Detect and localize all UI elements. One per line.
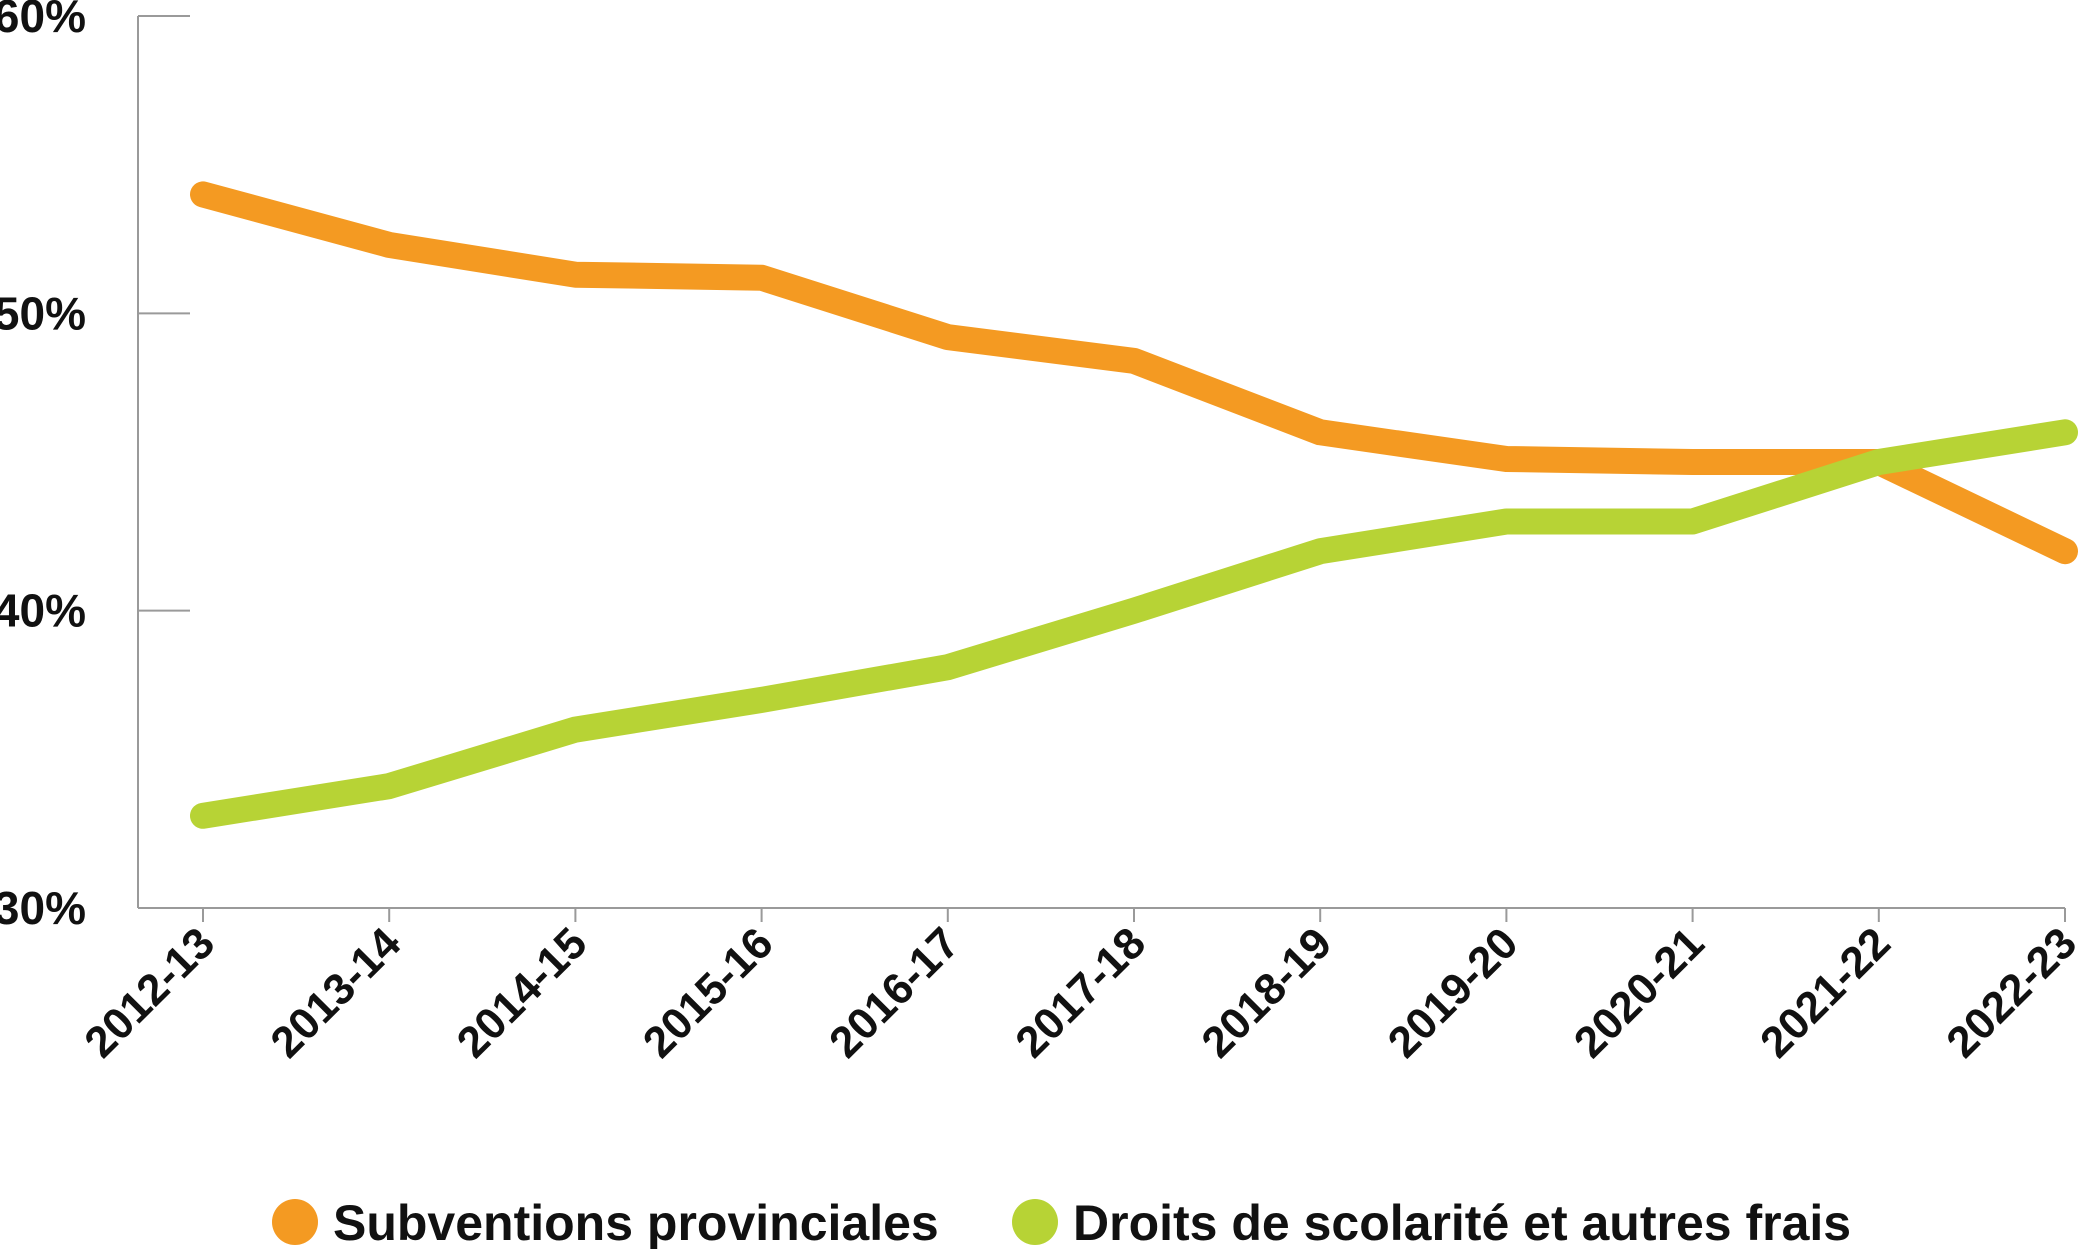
series-line-droits-de-scolarite (190, 419, 2078, 829)
legend-label: Subventions provinciales (333, 1195, 939, 1249)
series-line-subventions-provinciales (190, 181, 2078, 565)
x-axis-ticks: 2012-13 2013-14 2014-15 2015-16 2016-17 … (75, 908, 2079, 1067)
x-tick-label: 2022-23 (1937, 918, 2079, 1067)
x-tick-label: 2017-18 (1006, 918, 1155, 1067)
y-axis-ticks: 30% 40% 50% 60% (0, 0, 190, 934)
legend-item-droits: Droits de scolarité et autres frais (1012, 1195, 1851, 1249)
x-tick-label: 2012-13 (75, 918, 224, 1067)
axes (137, 16, 2065, 909)
x-tick-label: 2014-15 (448, 918, 597, 1067)
x-tick-label: 2019-20 (1379, 918, 1528, 1067)
y-tick-label: 60% (0, 0, 86, 42)
x-tick-label: 2015-16 (634, 918, 783, 1067)
legend-label: Droits de scolarité et autres frais (1073, 1195, 1851, 1249)
legend-marker (1012, 1199, 1058, 1245)
y-tick-label: 30% (0, 882, 86, 934)
x-tick-label: 2016-17 (820, 918, 969, 1067)
legend: Subventions provinciales Droits de scola… (272, 1195, 1851, 1249)
x-tick-label: 2018-19 (1192, 918, 1341, 1067)
x-tick-label: 2013-14 (261, 918, 410, 1067)
y-tick-label: 40% (0, 585, 86, 637)
legend-marker (272, 1199, 318, 1245)
legend-item-subventions: Subventions provinciales (272, 1195, 939, 1249)
series-layer (190, 181, 2078, 829)
x-tick-label: 2021-22 (1751, 918, 1900, 1067)
y-tick-label: 50% (0, 287, 86, 339)
x-tick-label: 2020-21 (1565, 918, 1714, 1067)
